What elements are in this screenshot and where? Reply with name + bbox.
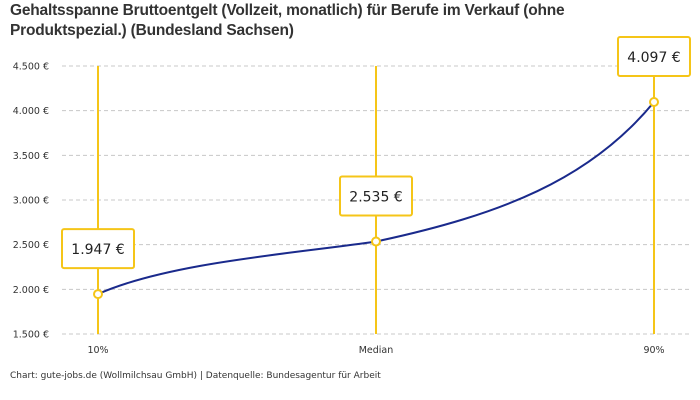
y-tick-label: 4.000 € xyxy=(13,106,49,117)
x-tick-label: 10% xyxy=(87,345,108,356)
y-tick-label: 3.000 € xyxy=(13,196,49,207)
chart-title: Gehaltsspanne Bruttoentgelt (Vollzeit, m… xyxy=(10,2,565,39)
y-tick-label: 1.500 € xyxy=(13,330,49,341)
y-tick-label: 2.000 € xyxy=(13,285,49,296)
data-label: 1.947 € xyxy=(71,242,124,258)
data-label: 4.097 € xyxy=(627,50,680,66)
data-label-box xyxy=(617,36,691,78)
y-tick-label: 4.500 € xyxy=(13,62,49,73)
y-tick-label: 3.500 € xyxy=(13,151,49,162)
x-tick-label: 90% xyxy=(643,345,664,356)
data-point xyxy=(371,236,381,247)
data-point xyxy=(93,289,103,300)
y-tick-label: 2.500 € xyxy=(13,240,49,251)
data-label: 2.535 € xyxy=(349,190,402,206)
data-point xyxy=(649,97,659,108)
x-tick-label: Median xyxy=(359,345,394,356)
data-label-box xyxy=(339,175,413,217)
source-note: Chart: gute-jobs.de (Wollmilchsau GmbH) … xyxy=(10,371,381,381)
data-label-box xyxy=(61,228,135,270)
